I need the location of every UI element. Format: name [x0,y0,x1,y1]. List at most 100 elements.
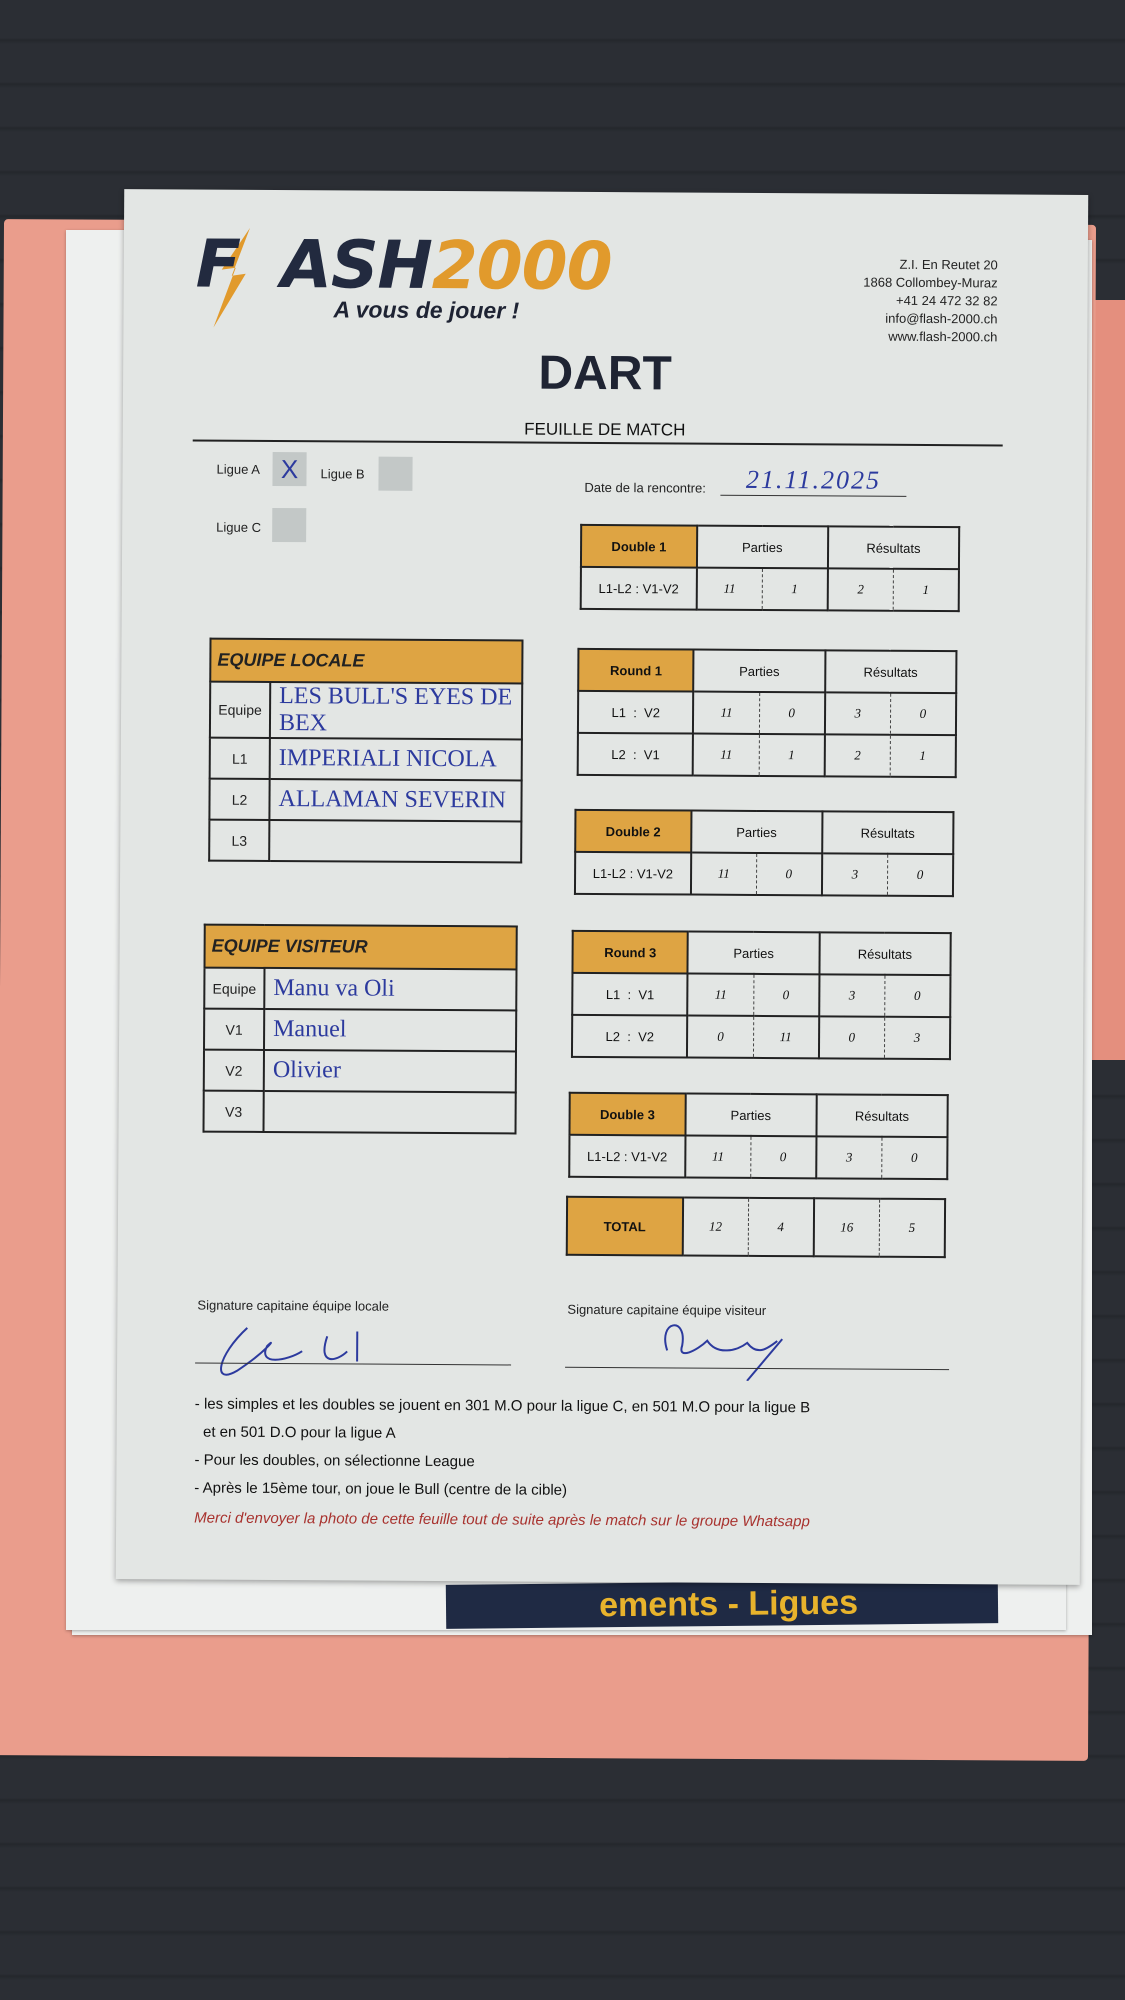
parties-away[interactable]: 0 [750,1135,817,1179]
match-name: Double 3 [569,1092,686,1136]
player-name-field[interactable]: IMPERIALI NICOLA [269,737,522,781]
results-home[interactable]: 3 [818,974,885,1017]
lightning-bolt-icon [213,227,251,328]
results-header: Résultats [821,811,954,855]
visitor-team-table: EQUIPE VISITEUR Equipe Manu va Oli V1 Manuel… [202,924,517,1135]
results-away[interactable]: 3 [884,1016,951,1060]
pairing-label: L1-L2 : V1-V2 [574,851,691,895]
parties-home[interactable]: 11 [696,567,763,610]
results-home[interactable]: 3 [815,1136,882,1179]
player-name-field[interactable]: Olivier [263,1049,516,1093]
local-signature-label: Signature capitaine équipe locale [197,1297,390,1314]
match-table: Round 1 Parties Résultats L1 : V2 11 0 3 … [577,648,958,778]
ligue-c-checkbox[interactable] [272,507,307,543]
results-away[interactable]: 1 [893,568,959,612]
player-name-field[interactable]: Manu va Oli [264,967,517,1011]
match-row: L1 : V1 11 0 3 0 [572,972,951,1018]
parties-away[interactable]: 0 [753,973,820,1017]
match-name: Double 1 [580,524,697,568]
email: info@flash-2000.ch [885,310,998,327]
pairing-label: L1-L2 : V1-V2 [580,566,697,610]
ligue-b-checkbox[interactable] [378,456,413,491]
results-home[interactable]: 2 [824,734,891,777]
parties-home[interactable]: 11 [690,852,757,895]
results-home[interactable]: 2 [827,568,894,611]
rule-note: et en 501 D.O pour la ligue A [194,1423,396,1442]
page-title: DART [538,346,672,401]
parties-away[interactable]: 1 [758,733,825,777]
results-away[interactable]: 0 [884,974,951,1018]
pairing-label: L2 : V1 [577,732,694,776]
phone: +41 24 472 32 82 [895,292,998,309]
total-results-away[interactable]: 5 [879,1198,946,1258]
player-slot-label: V2 [203,1049,264,1091]
parties-home[interactable]: 11 [687,973,754,1016]
date-label: Date de la rencontre: [584,479,706,496]
ligue-a-label: Ligue A [216,461,260,477]
player-name-field[interactable]: ALLAMAN SEVERIN [269,778,522,822]
results-away[interactable]: 0 [890,692,957,736]
player-slot-label: V3 [203,1090,264,1132]
parties-away[interactable]: 0 [756,852,822,896]
match-row: L1 : V2 11 0 3 0 [577,690,957,736]
parties-home[interactable]: 11 [693,691,760,734]
results-home[interactable]: 3 [821,853,888,896]
local-signature [220,1327,359,1376]
website: www.flash-2000.ch [888,328,998,345]
player-slot-label: L3 [209,819,270,861]
rule-note: - les simples et les doubles se jouent e… [194,1395,811,1417]
results-away[interactable]: 1 [889,734,956,778]
parties-home[interactable]: 11 [684,1135,751,1178]
ligue-a-checkbox[interactable]: X [272,451,307,487]
parties-header: Parties [687,931,820,975]
match-row: L2 : V2 0 11 0 3 [571,1014,951,1060]
pairing-label: L1-L2 : V1-V2 [569,1134,686,1178]
parties-header: Parties [696,525,828,569]
total-table: TOTAL 12 4 16 5 [566,1196,946,1258]
results-header: Résultats [816,1094,948,1138]
pairing-label: L1 : V2 [577,690,694,734]
results-header: Résultats [819,932,951,976]
parties-header: Parties [693,649,826,693]
date-field[interactable]: 21.11.2025 [720,464,907,497]
player-row: Equipe LES BULL'S EYES DE BEX [209,681,523,740]
parties-header: Parties [685,1093,817,1137]
player-name-field[interactable]: Manuel [263,1008,517,1052]
parties-away[interactable]: 0 [758,691,825,735]
results-header: Résultats [824,650,957,694]
player-slot-label: L1 [209,737,270,779]
match-row: L1-L2 : V1-V2 11 1 2 1 [580,566,959,612]
parties-away[interactable]: 11 [752,1015,819,1059]
company-address: Z.I. En Reutet 20 1868 Collombey-Muraz +… [863,256,998,347]
match-row: L1-L2 : V1-V2 11 0 3 0 [574,851,954,897]
total-label: TOTAL [566,1196,683,1256]
player-row: V1 Manuel [203,1008,517,1052]
flash2000-logo: FLASH2000 [195,225,612,306]
ligue-b-label: Ligue B [320,466,365,482]
rule-note: - Après le 15ème tour, on joue le Bull (… [194,1479,568,1499]
match-table: Double 2 Parties Résultats L1-L2 : V1-V2 … [574,809,955,897]
parties-away[interactable]: 1 [761,567,828,611]
parties-home[interactable]: 0 [687,1015,754,1058]
parties-home[interactable]: 11 [693,733,759,776]
results-home[interactable]: 3 [824,692,891,735]
total-results-home[interactable]: 16 [813,1198,880,1257]
player-slot-label: V1 [203,1008,265,1050]
results-away[interactable]: 0 [881,1136,948,1180]
player-row: Equipe Manu va Oli [204,967,517,1011]
player-name-field[interactable] [263,1090,516,1134]
address-line: Z.I. En Reutet 20 [899,256,998,273]
background-banner: ements - Ligues [445,1579,999,1629]
player-row: V3 [203,1090,516,1134]
results-away[interactable]: 0 [887,853,954,897]
player-name-field[interactable]: LES BULL'S EYES DE BEX [269,681,523,740]
match-table: Double 1 Parties Résultats L1-L2 : V1-V2 … [580,524,961,612]
player-row: V2 Olivier [203,1049,516,1093]
pairing-label: L2 : V2 [571,1014,688,1058]
visitor-signature [664,1324,784,1382]
results-home[interactable]: 0 [818,1016,885,1059]
player-name-field[interactable] [269,819,522,863]
total-parties-away[interactable]: 4 [747,1197,814,1257]
total-parties-home[interactable]: 12 [682,1197,749,1256]
pairing-label: L1 : V1 [572,972,688,1016]
